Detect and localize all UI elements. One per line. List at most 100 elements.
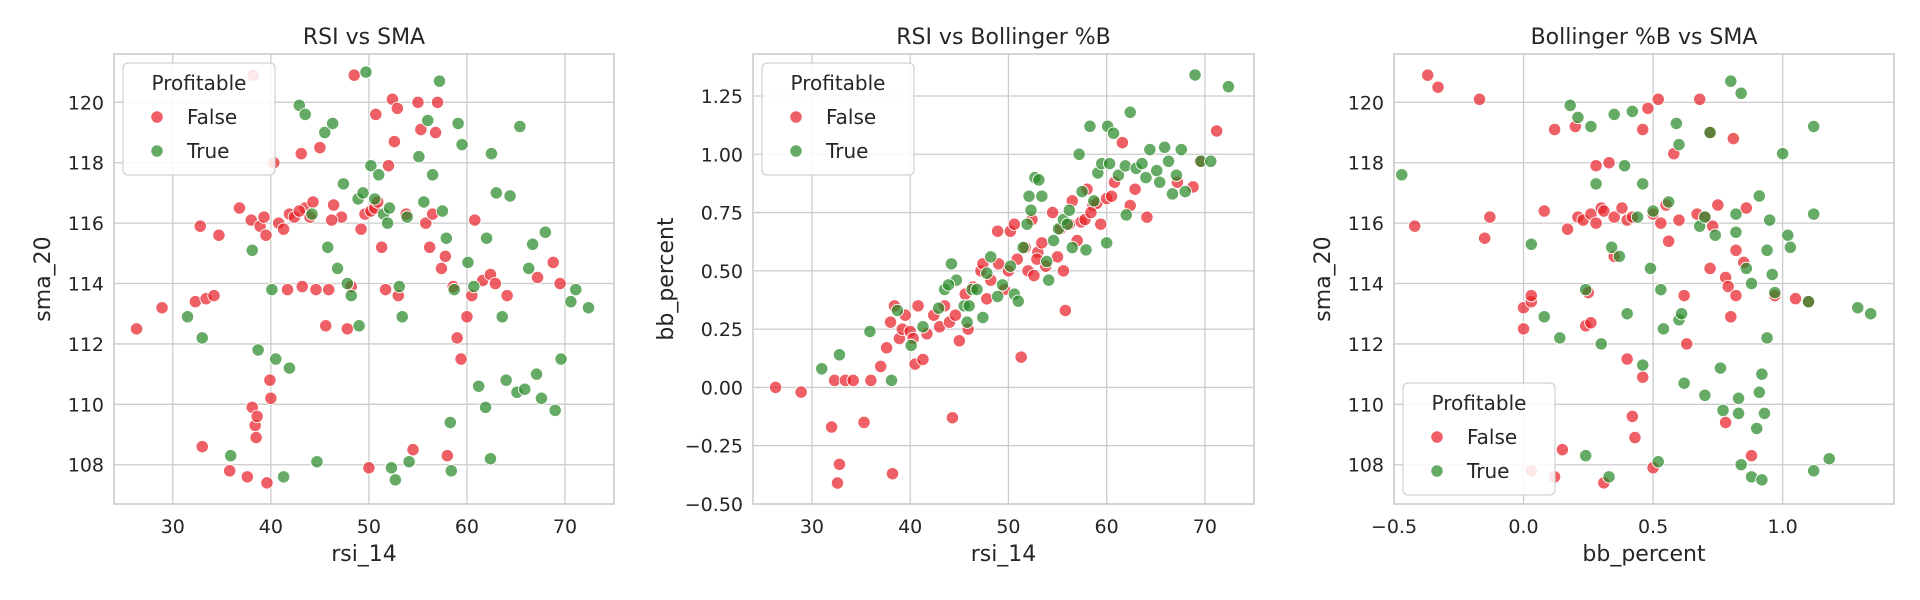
scatter-point-true (525, 237, 540, 251)
scatter-point-true (461, 255, 475, 270)
scatter-point-true (1604, 240, 1619, 254)
scatter-point-true (1750, 421, 1764, 436)
legend-marker-true (150, 144, 164, 158)
scatter-point-false (250, 409, 264, 424)
scatter-point-true (1607, 107, 1621, 122)
scatter-point-true (1744, 276, 1759, 291)
scatter-point-false (347, 68, 361, 82)
x-tick-label: 1.0 (1767, 516, 1797, 538)
scatter-point-false (1672, 213, 1686, 227)
legend-title: Profitable (1432, 391, 1527, 415)
scatter-point-false (1739, 201, 1753, 215)
scatter-point-true (330, 261, 345, 276)
y-tick-label: 108 (1348, 455, 1384, 477)
scatter-point-false (263, 373, 277, 387)
scatter-point-false (259, 228, 273, 242)
scatter-point-true (1630, 210, 1645, 224)
chart-title: RSI vs SMA (303, 25, 425, 50)
scatter-point-false (212, 228, 226, 242)
scatter-point-false (434, 261, 449, 276)
scatter-point-false (1408, 219, 1422, 233)
x-axis-label: rsi_14 (971, 542, 1037, 567)
scatter-point-false (1128, 182, 1142, 196)
scatter-point-false (223, 464, 237, 478)
scatter-point-true (435, 204, 450, 218)
chart-panel-1: 30 40 50 60 70 108 110 112 114 116 118 120 RSI vs SM… (31, 25, 615, 567)
scatter-point-false (1654, 216, 1668, 230)
scatter-point-true (1724, 74, 1738, 88)
scatter-point-true (1752, 385, 1766, 399)
scatter-point-true (305, 207, 319, 221)
scatter-point-false (1628, 430, 1642, 445)
scatter-point-false (264, 391, 278, 405)
scatter-point-true (1760, 331, 1774, 345)
scatter-point-false (354, 222, 368, 236)
scatter-point-true (1204, 154, 1218, 168)
scatter-point-false (794, 385, 808, 399)
scatter-point-false (1537, 204, 1551, 218)
scatter-point-false (294, 147, 308, 161)
scatter-point-true (483, 452, 498, 466)
scatter-point-true (941, 278, 956, 292)
x-tick-label: 70 (1193, 516, 1217, 538)
legend-label-false: False (187, 105, 237, 129)
scatter-point-false (450, 331, 464, 345)
scatter-point-false (1555, 442, 1570, 457)
scatter-point-true (276, 470, 291, 484)
scatter-point-false (468, 213, 482, 227)
scatter-point-true (1075, 184, 1089, 199)
scatter-point-false (1058, 303, 1073, 318)
scatter-point-true (1153, 175, 1167, 189)
x-tick-label: 50 (996, 516, 1020, 538)
scatter-point-true (554, 352, 568, 366)
scatter-point-true (1760, 243, 1774, 257)
scatter-point-false (1094, 217, 1108, 231)
scatter-point-true (439, 231, 454, 245)
scatter-point-true (1731, 406, 1746, 421)
legend-label-true: True (825, 139, 868, 163)
chart-title: Bollinger %B vs SMA (1531, 25, 1758, 50)
scatter-point-true (569, 282, 583, 297)
scatter-point-true (1119, 208, 1133, 222)
scatter-point-true (392, 279, 406, 294)
scatter-point-true (1734, 86, 1748, 100)
scatter-point-false (1602, 156, 1616, 170)
scatter-point-true (1703, 125, 1717, 140)
scatter-point-false (306, 195, 320, 209)
scatter-point-false (883, 315, 898, 329)
scatter-point-false (406, 442, 420, 457)
scatter-point-false (1560, 222, 1575, 236)
scatter-point-true (364, 159, 378, 173)
scatter-point-false (240, 470, 254, 484)
scatter-point-false (832, 457, 847, 472)
y-tick-label: 0.50 (701, 261, 743, 283)
scatter-point-false (387, 134, 402, 149)
scatter-point-false (1711, 198, 1725, 212)
y-tick-label: 120 (68, 92, 104, 114)
scatter-point-true (1594, 337, 1608, 351)
scatter-point-true (1553, 331, 1567, 345)
scatter-point-true (581, 301, 596, 315)
scatter-point-false (1472, 92, 1487, 106)
scatter-point-true (484, 147, 499, 161)
x-tick-label: 0.5 (1638, 516, 1668, 538)
y-tick-label: 120 (1348, 92, 1384, 114)
scatter-point-true (1123, 105, 1137, 119)
scatter-point-true (1636, 177, 1650, 191)
scatter-point-false (411, 95, 425, 109)
scatter-point-false (824, 420, 839, 434)
scatter-point-true (1775, 147, 1790, 161)
scatter-point-true (1646, 204, 1660, 218)
scatter-point-true (1625, 104, 1639, 119)
scatter-point-true (1571, 110, 1585, 125)
scatter-point-false (1724, 310, 1738, 324)
scatter-point-true (1731, 391, 1746, 405)
scatter-point-true (503, 189, 517, 203)
scatter-point-true (325, 116, 340, 131)
scatter-point-false (428, 125, 443, 140)
scatter-point-true (499, 373, 513, 387)
scatter-point-true (318, 125, 332, 140)
y-tick-label: 118 (68, 153, 104, 175)
scatter-point-true (1739, 261, 1753, 276)
scatter-point-false (1729, 288, 1743, 303)
